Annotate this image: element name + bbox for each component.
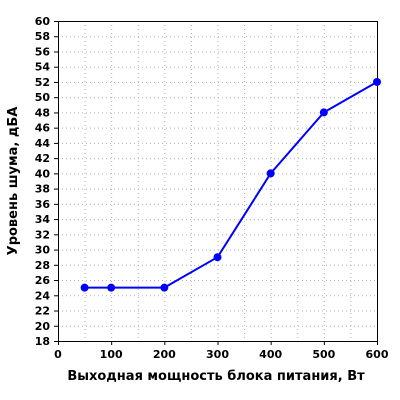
grid [58, 21, 377, 341]
data-point [107, 283, 116, 292]
data-point [213, 253, 222, 262]
data-point [373, 77, 381, 86]
y-tick-label: 56 [35, 45, 51, 58]
x-tick-label: 300 [206, 348, 229, 361]
x-axis-title: Выходная мощность блока питания, Вт [67, 369, 365, 384]
y-tick-label: 32 [35, 228, 50, 241]
y-tick-label: 28 [35, 259, 50, 272]
x-tick-label: 500 [312, 348, 335, 361]
y-tick-label: 24 [35, 289, 51, 302]
y-tick-label: 54 [35, 61, 51, 74]
y-tick-label: 50 [35, 91, 51, 104]
x-tick-label: 200 [153, 348, 176, 361]
y-tick-label: 58 [35, 30, 50, 43]
x-tick-label: 600 [366, 348, 389, 361]
x-tick-label: 100 [100, 348, 123, 361]
y-tick-label: 46 [35, 122, 51, 135]
y-tick-label: 34 [35, 213, 51, 226]
y-tick-label: 26 [35, 274, 51, 287]
x-axis-ticks: 0 100 200 300 400 500 600 [54, 341, 389, 361]
y-tick-label: 48 [35, 106, 50, 119]
y-tick-label: 60 [35, 15, 51, 28]
y-axis-ticks: 18 20 22 24 26 28 30 32 34 36 38 40 42 44 46 48 50 52 54 56… [35, 15, 58, 348]
data-point [266, 169, 275, 178]
y-tick-label: 42 [35, 152, 50, 165]
data-point [80, 283, 89, 292]
series-group [80, 77, 381, 292]
y-tick-label: 18 [35, 335, 50, 348]
data-point [319, 108, 328, 117]
y-tick-label: 20 [35, 320, 51, 333]
y-tick-label: 22 [35, 305, 50, 318]
y-tick-label: 38 [35, 183, 50, 196]
y-tick-label: 36 [35, 198, 51, 211]
x-tick-label: 400 [259, 348, 282, 361]
y-axis-title: Уровень шума, дБА [6, 107, 21, 256]
y-tick-label: 40 [35, 167, 51, 180]
y-tick-label: 44 [35, 137, 51, 150]
y-tick-label: 52 [35, 76, 50, 89]
x-tick-label: 0 [54, 348, 62, 361]
y-tick-label: 30 [35, 244, 51, 257]
data-point [160, 283, 169, 292]
